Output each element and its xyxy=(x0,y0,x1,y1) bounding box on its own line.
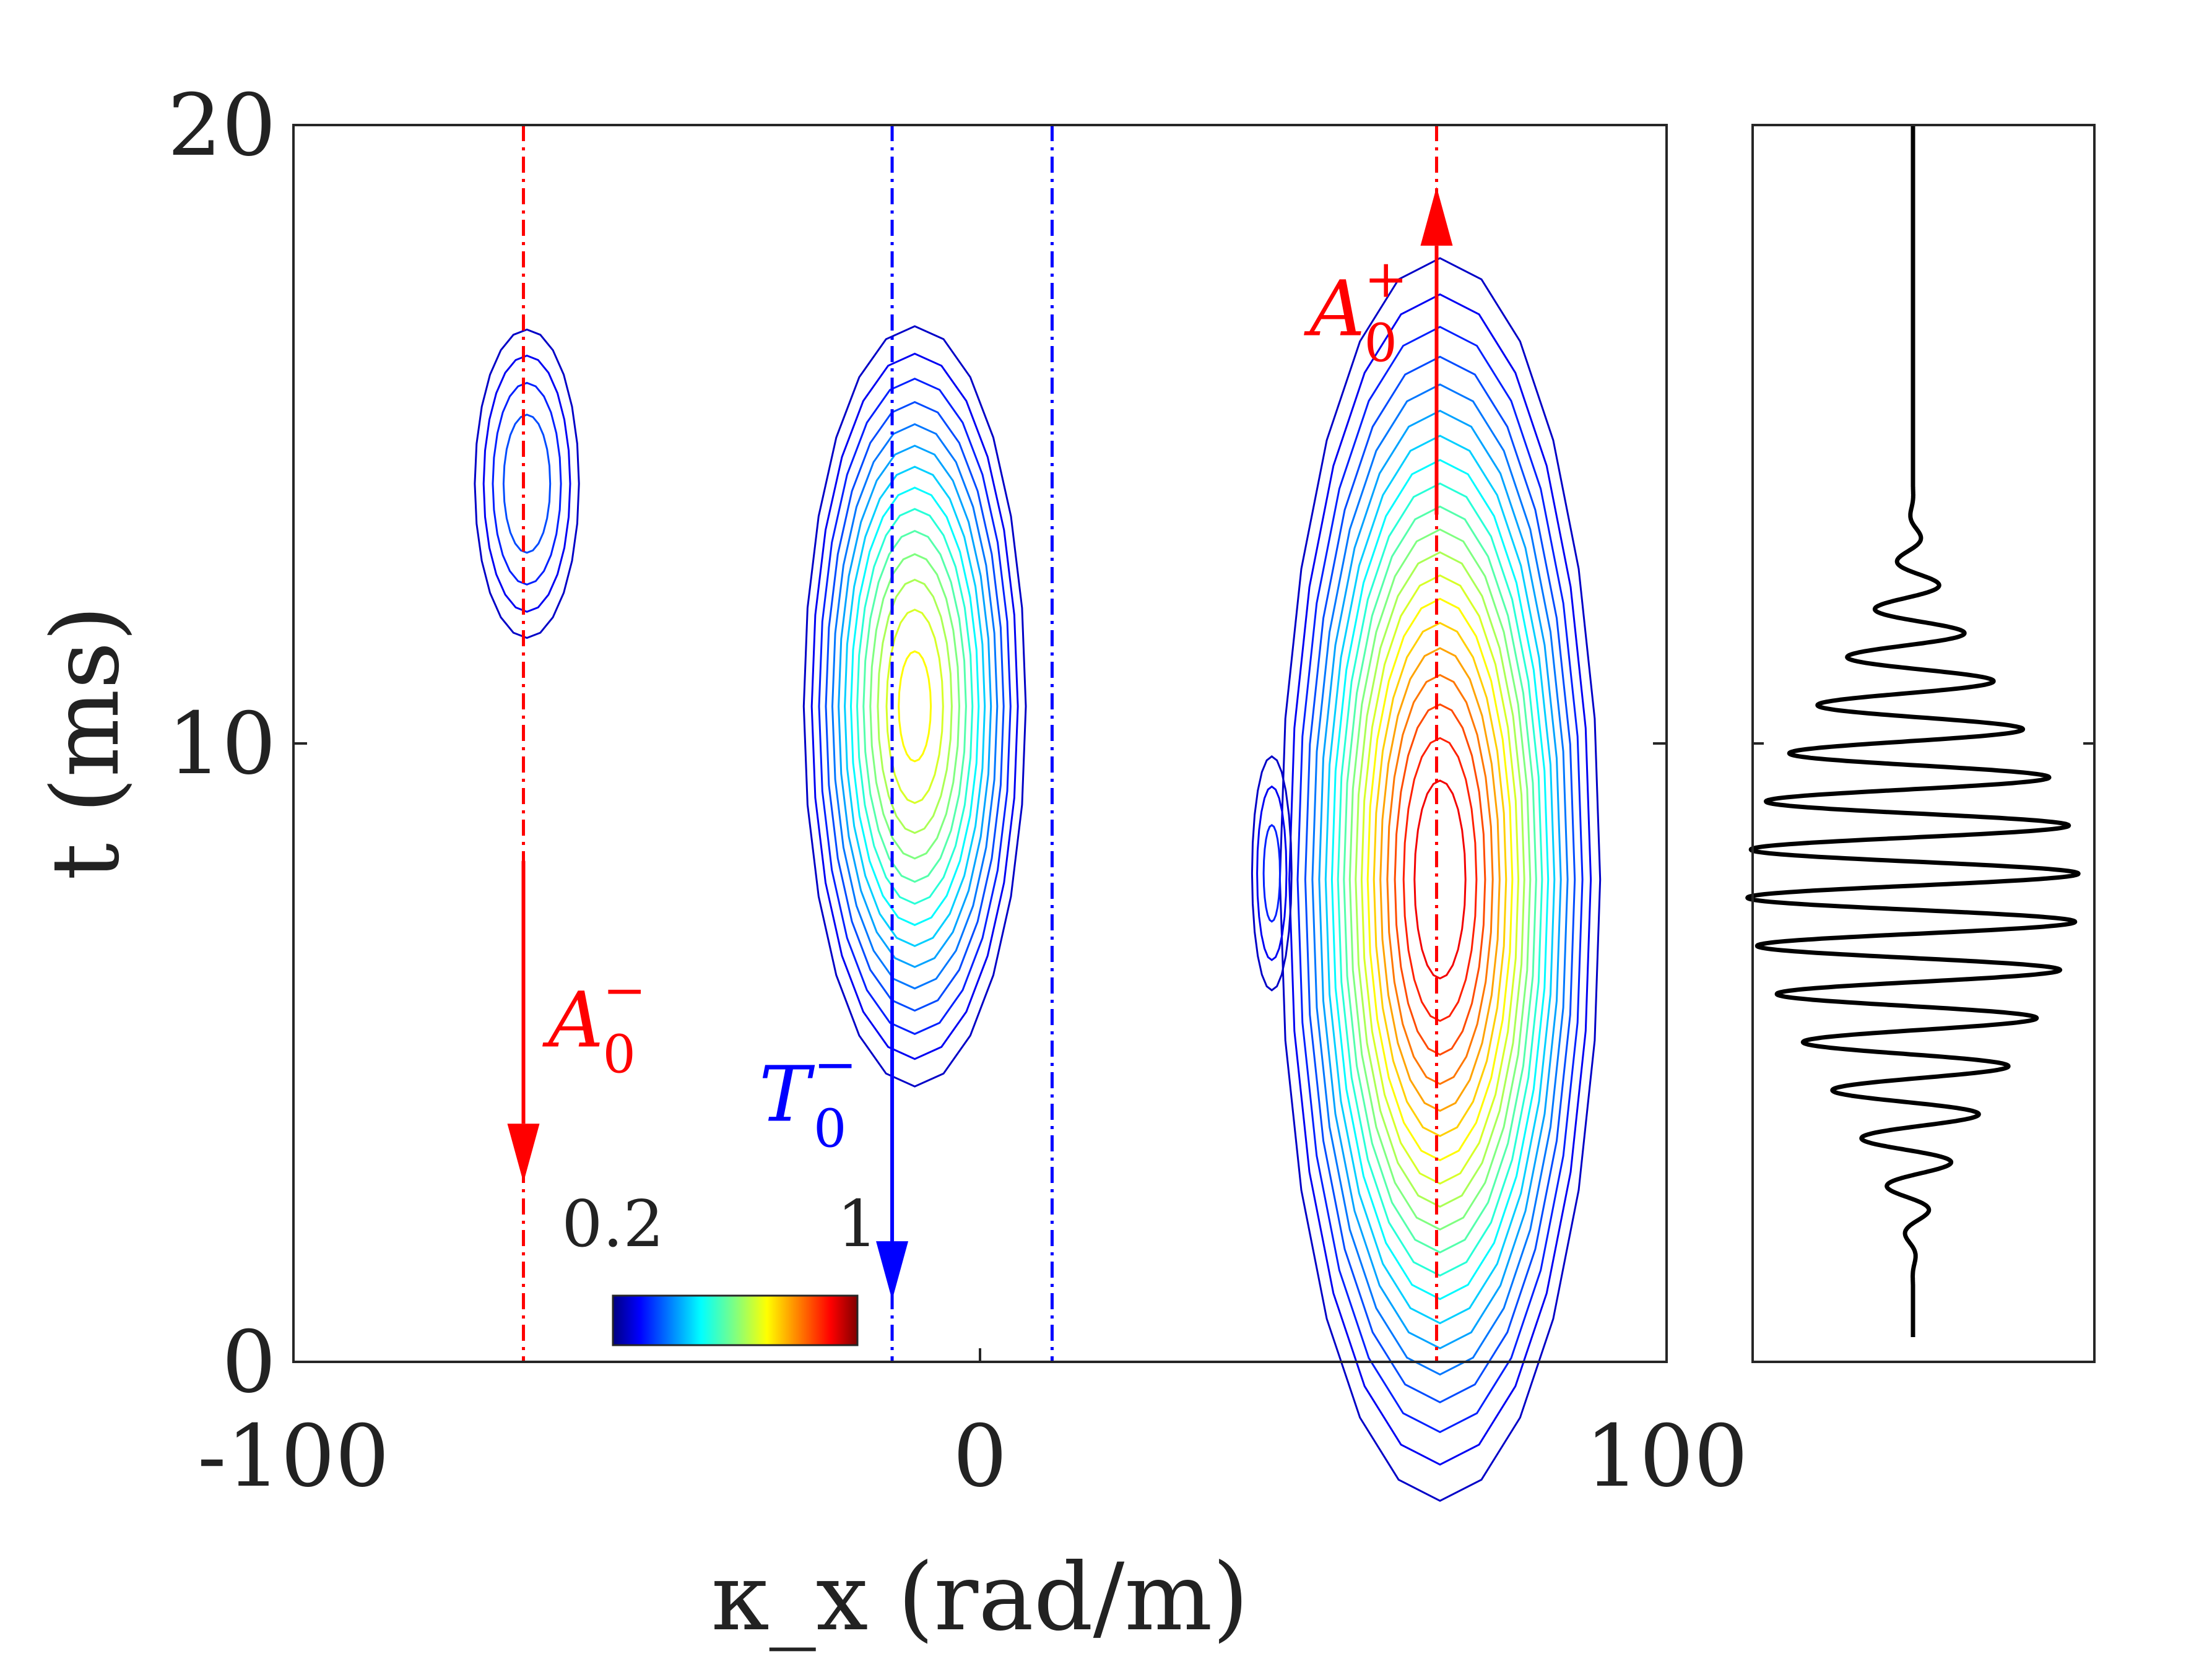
contour-line xyxy=(831,423,999,990)
contour-line xyxy=(1348,528,1532,1231)
x-tick-label: 100 xyxy=(1585,1406,1748,1506)
signal-trace xyxy=(1745,123,2081,1339)
contour-line xyxy=(1318,409,1562,1349)
y-tick-label: 20 xyxy=(167,76,276,175)
colorbar-high-label: 1 xyxy=(837,1186,878,1262)
contour-line xyxy=(802,325,1027,1088)
signal-plot-background xyxy=(1753,125,2094,1362)
y-tick-label: 10 xyxy=(167,694,276,794)
contour-line xyxy=(1394,703,1486,1056)
contour-line xyxy=(1337,482,1543,1277)
contour-line xyxy=(1366,597,1514,1161)
A0-minus-label: A0− xyxy=(542,960,646,1085)
contour-line xyxy=(1343,505,1537,1254)
x-axis-title: κ_x (rad/m) xyxy=(711,1544,1249,1652)
T0-minus-label-sub: 0 xyxy=(813,1098,846,1159)
contour-line xyxy=(502,414,552,554)
contour-lines xyxy=(474,257,1602,1502)
contour-line xyxy=(1355,551,1525,1208)
colorbar: 0.2 1 xyxy=(562,1186,878,1346)
contour-line xyxy=(1256,785,1288,961)
contour-line xyxy=(1373,622,1507,1137)
A0-minus-label-sub: 0 xyxy=(603,1024,636,1085)
x-ticks: -100 0 100 xyxy=(197,1348,1748,1506)
contour-line xyxy=(1413,779,1467,980)
mode-lines xyxy=(507,125,1453,1362)
A0-plus-label-sub: 0 xyxy=(1364,313,1397,374)
colorbar-gradient xyxy=(612,1294,859,1346)
contour-line xyxy=(1330,459,1550,1301)
contour-line xyxy=(1386,674,1494,1085)
contour-line xyxy=(877,578,953,834)
contour-line xyxy=(838,444,992,968)
signal-ticks xyxy=(1753,124,2094,1363)
contour-line xyxy=(810,352,1019,1060)
contour-line xyxy=(885,609,944,804)
y-tick-label: 0 xyxy=(222,1312,276,1412)
contour-line xyxy=(1251,755,1293,992)
contour-line xyxy=(492,381,562,586)
contour-line xyxy=(869,553,961,860)
contour-line xyxy=(1311,383,1569,1376)
x-tick-label: -100 xyxy=(197,1406,389,1506)
contour-line xyxy=(1296,326,1584,1434)
A0-minus-label-sup: − xyxy=(603,960,646,1021)
A0-plus-arrow-head xyxy=(1420,186,1453,246)
contour-line xyxy=(818,378,1012,1035)
T0-minus-label-sup: − xyxy=(813,1034,857,1094)
contour-line xyxy=(844,466,986,947)
T0-minus-arrow-head xyxy=(876,1241,909,1301)
A0-plus-label: A0+ xyxy=(1303,249,1407,374)
contour-line xyxy=(898,650,932,763)
x-tick-label: 0 xyxy=(953,1406,1007,1506)
contour-line xyxy=(849,487,980,926)
mode-labels: A0−T 0−A0+ xyxy=(542,249,1408,1159)
signal-plot xyxy=(1745,123,2096,1363)
A0-plus-label-main: A xyxy=(1303,265,1365,354)
contour-line xyxy=(825,401,1005,1012)
y-axis-title: t (ms) xyxy=(32,605,140,880)
contour-line xyxy=(856,508,974,905)
main-plot-background xyxy=(293,125,1667,1362)
contour-line xyxy=(1304,355,1576,1403)
contour-line xyxy=(1324,435,1556,1325)
contour-line xyxy=(1379,647,1501,1112)
A0-minus-label-main: A xyxy=(542,976,604,1065)
contour-line xyxy=(1402,737,1478,1022)
contour-line xyxy=(1262,824,1282,923)
colorbar-low-label: 0.2 xyxy=(562,1186,664,1262)
contour-line xyxy=(1288,293,1592,1466)
contour-line xyxy=(862,529,967,883)
T0-minus-label-main: T xyxy=(759,1050,815,1139)
A0-plus-label-sup: + xyxy=(1364,249,1407,310)
A0-minus-arrow-head xyxy=(507,1124,540,1183)
contour-line xyxy=(1360,574,1520,1185)
contour-line xyxy=(482,354,571,613)
contour-line xyxy=(474,328,580,639)
T0-minus-label: T 0− xyxy=(759,1034,857,1159)
